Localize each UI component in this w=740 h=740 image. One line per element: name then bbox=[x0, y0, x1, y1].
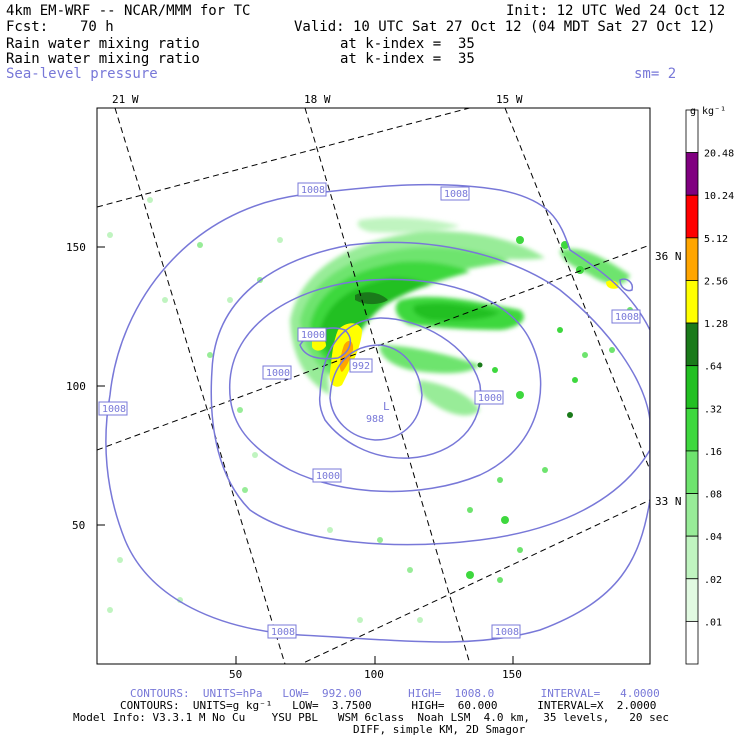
x-tick-100: 100 bbox=[364, 668, 384, 681]
lon-label-18w: 18 W bbox=[304, 93, 331, 106]
colorbar-swatch bbox=[685, 280, 699, 324]
colorbar-swatch bbox=[685, 578, 699, 622]
svg-text:1000: 1000 bbox=[266, 368, 290, 379]
colorbar-level-label: .04 bbox=[704, 532, 722, 543]
svg-text:1008: 1008 bbox=[102, 404, 126, 415]
colorbar-swatch bbox=[685, 152, 699, 196]
colorbar-swatch bbox=[685, 620, 699, 665]
footer-diffusion: DIFF, simple KM, 2D Smagor bbox=[353, 723, 526, 736]
smoothing-label: sm= 2 bbox=[634, 66, 677, 82]
y-tick-100: 100 bbox=[66, 380, 86, 393]
colorbar-swatch bbox=[685, 322, 699, 367]
y-tick-50: 50 bbox=[72, 519, 85, 532]
colorbar-level-label: 10.24 bbox=[704, 191, 734, 202]
field-level-1: at k-index = 35 bbox=[340, 36, 475, 52]
slp-contour-labels: 1008 1008 1008 1008 1000 1000 1000 1000 … bbox=[98, 182, 641, 639]
colorbar-level-label: 2.56 bbox=[704, 276, 728, 287]
colorbar: 20.48 10.24 5.12 2.56 1.28 .64 .32 .16 .08 .04 .02… bbox=[685, 109, 734, 665]
svg-text:1008: 1008 bbox=[301, 185, 325, 196]
forecast-label: Fcst: bbox=[6, 19, 49, 35]
axis-ticks bbox=[97, 246, 514, 664]
x-tick-50: 50 bbox=[229, 668, 242, 681]
colorbar-level-label: .64 bbox=[704, 362, 722, 373]
field-level-2: at k-index = 35 bbox=[340, 51, 475, 67]
svg-text:1008: 1008 bbox=[495, 627, 519, 638]
forecast-hour: 70 h bbox=[80, 19, 114, 35]
colorbar-level-label: .16 bbox=[704, 447, 722, 458]
low-pressure-marker: L bbox=[383, 400, 390, 413]
valid-time: Valid: 10 UTC Sat 27 Oct 12 (04 MDT Sat … bbox=[294, 19, 716, 35]
field-label-1: Rain water mixing ratio bbox=[6, 36, 200, 52]
lat-label-36n: 36 N bbox=[655, 250, 682, 263]
colorbar-level-label: .01 bbox=[704, 617, 722, 628]
colorbar-level-label: 5.12 bbox=[704, 234, 728, 245]
colorbar-level-label: .32 bbox=[704, 404, 722, 415]
field-label-2: Rain water mixing ratio bbox=[6, 51, 200, 67]
colorbar-unit: g kg⁻¹ bbox=[690, 106, 726, 117]
x-tick-150: 150 bbox=[502, 668, 522, 681]
colorbar-level-label: 20.48 bbox=[704, 149, 734, 160]
colorbar-level-label: 1.28 bbox=[704, 319, 728, 330]
svg-text:1008: 1008 bbox=[615, 312, 639, 323]
lat-label-33n: 33 N bbox=[655, 495, 682, 508]
svg-text:1008: 1008 bbox=[271, 627, 295, 638]
colorbar-swatch bbox=[685, 365, 699, 409]
field-label-3: Sea-level pressure bbox=[6, 66, 158, 82]
lon-label-21w: 21 W bbox=[112, 93, 139, 106]
colorbar-swatch bbox=[685, 407, 699, 452]
scattered-rain-cells bbox=[107, 197, 633, 623]
footer-model-info: Model Info: V3.3.1 M No Cu YSU PBL WSM 6… bbox=[73, 711, 670, 724]
svg-text:988: 988 bbox=[366, 414, 384, 425]
svg-text:992: 992 bbox=[352, 361, 370, 372]
y-tick-150: 150 bbox=[66, 241, 86, 254]
footer-contours-slp: CONTOURS: UNITS=hPa LOW= 992.00 HIGH= 10… bbox=[130, 687, 660, 700]
lon-label-15w: 15 W bbox=[496, 93, 523, 106]
colorbar-swatch bbox=[685, 535, 699, 580]
footer-contours-rain: CONTOURS: UNITS=g kg⁻¹ LOW= 3.7500 HIGH=… bbox=[120, 699, 657, 712]
svg-text:1000: 1000 bbox=[316, 471, 340, 482]
colorbar-swatch bbox=[685, 493, 699, 537]
colorbar-level-label: .02 bbox=[704, 575, 722, 586]
map-frame bbox=[96, 107, 651, 665]
svg-text:1000: 1000 bbox=[301, 330, 325, 341]
colorbar-swatch bbox=[685, 237, 699, 281]
colorbar-swatch bbox=[685, 194, 699, 239]
svg-text:1000: 1000 bbox=[478, 393, 502, 404]
colorbar-level-label: .08 bbox=[704, 490, 722, 501]
init-time: Init: 12 UTC Wed 24 Oct 12 bbox=[506, 3, 726, 19]
svg-text:1008: 1008 bbox=[444, 189, 468, 200]
colorbar-swatch bbox=[685, 450, 699, 494]
graticule bbox=[97, 108, 650, 664]
model-title: 4km EM-WRF -- NCAR/MMM for TC bbox=[6, 3, 251, 19]
